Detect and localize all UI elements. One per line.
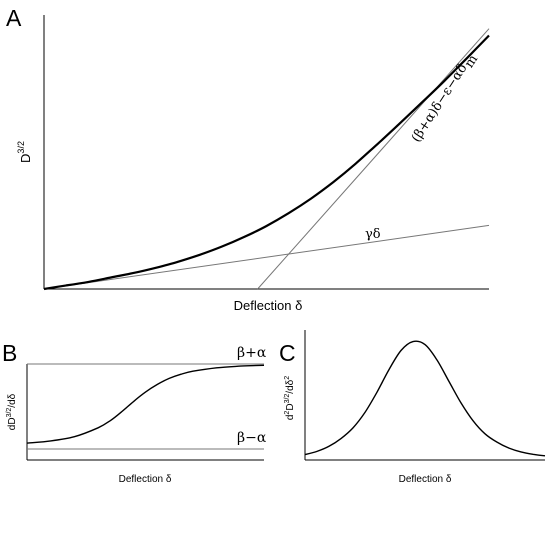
panel-c-ylabel-d: d — [285, 415, 296, 421]
panel-b-curve — [26, 364, 265, 444]
panel-b-ylabel: dD3/2/dδ — [6, 393, 18, 430]
panel-c-ylabel-text: d2D3/2/dδ2 — [284, 376, 296, 420]
panel-label-b: B — [2, 340, 17, 366]
panel-a-gamma-line — [43, 224, 490, 290]
panel-a-asymptote-label: (β+α)δ−ε−αδ m — [409, 52, 481, 145]
panel-c-ylabel: d2D3/2/dδ2 — [284, 376, 296, 420]
panel-a-ylabel: D3/2 — [16, 141, 33, 163]
panel-a: A γδ (β+α)δ−ε−αδ m Deflection δ D3/2 — [6, 5, 490, 313]
panel-b-upper-label: β+α — [237, 345, 267, 361]
panel-a-asymptote-text: (β+α)δ−ε−αδ — [409, 61, 471, 145]
panel-b-ylabel-suffix: /dδ — [7, 393, 18, 407]
panel-c-curve — [304, 340, 546, 457]
panel-label-a: A — [6, 5, 22, 31]
panel-a-asymptote-line — [257, 28, 490, 290]
panel-label-c: C — [279, 340, 296, 366]
panel-b-xlabel: Deflection δ — [119, 474, 172, 485]
panel-b-lower-label: β−α — [237, 430, 267, 446]
panel-a-xlabel: Deflection δ — [234, 298, 303, 313]
panel-c-ylabel-exp2: 3/2 — [284, 394, 291, 404]
panel-c-xlabel: Deflection δ — [399, 474, 452, 485]
panel-b-ylabel-exp: 3/2 — [6, 408, 13, 418]
panel-a-curve — [43, 34, 490, 291]
panel-a-ylabel-d: D — [18, 154, 33, 163]
panel-c-ylabel-mid: D — [285, 403, 296, 410]
panel-b-ylabel-d: dD — [7, 417, 18, 430]
panel-c-ylabel-exp1: 2 — [284, 411, 291, 415]
panel-c: C Deflection δ d2D3/2/dδ2 — [279, 330, 546, 485]
panel-b: B β+α β−α Deflection δ dD3/2/dδ — [2, 340, 267, 485]
panel-b-ylabel-text: dD3/2/dδ — [6, 393, 18, 430]
panel-c-ylabel-suffix: /dδ — [285, 379, 296, 393]
panel-a-ylabel-base: D3/2 — [16, 141, 33, 163]
panel-a-ylabel-exp: 3/2 — [16, 141, 26, 154]
panel-a-gamma-label: γδ — [365, 227, 381, 242]
panel-c-ylabel-exp3: 2 — [284, 376, 291, 380]
